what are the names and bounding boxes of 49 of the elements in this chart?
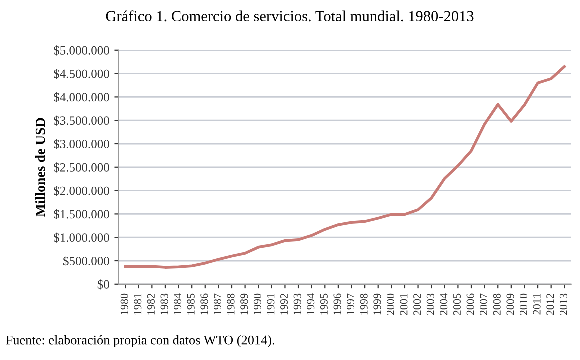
x-tick-label: 1996 bbox=[334, 294, 342, 315]
chart-title: Gráfico 1. Comercio de servicios. Total mundial. 1980-2013 bbox=[106, 10, 474, 22]
x-tick-label: 1997 bbox=[347, 294, 355, 315]
y-tick-label: $3.500.000 bbox=[54, 116, 110, 126]
x-tick-label: 2001 bbox=[400, 294, 408, 316]
y-tick-label: $0 bbox=[98, 280, 110, 290]
x-tick-label: 1988 bbox=[227, 294, 235, 315]
y-tick-label: $5.000.000 bbox=[54, 46, 110, 56]
x-tick-label: 1981 bbox=[134, 294, 142, 315]
x-tick-label: 2004 bbox=[440, 294, 448, 316]
y-tick-label: $4.000.000 bbox=[54, 92, 110, 102]
x-tick-label: 2007 bbox=[480, 294, 488, 316]
x-tick-label: 1992 bbox=[280, 294, 288, 315]
y-tick-label: $500.000 bbox=[64, 256, 110, 266]
x-tick-label: 2008 bbox=[493, 294, 501, 316]
x-tick-label: 2009 bbox=[506, 294, 514, 316]
y-tick-label: $1.500.000 bbox=[54, 209, 110, 220]
x-tick-label: 1994 bbox=[307, 294, 315, 315]
line-series bbox=[124, 65, 566, 269]
y-tick-label: $3.000.000 bbox=[54, 139, 110, 150]
x-tick-label: 2006 bbox=[466, 294, 474, 316]
x-tick-label: 1999 bbox=[374, 294, 382, 315]
x-tick-label: 1985 bbox=[187, 294, 195, 315]
x-tick-label: 2000 bbox=[386, 294, 394, 316]
source-note: Fuente: elaboración propia con datos WTO (2014). bbox=[6, 335, 275, 348]
y-axis-title: Millones de USD bbox=[35, 118, 46, 217]
x-tick-label: 1987 bbox=[214, 294, 222, 315]
x-tick-label: 2012 bbox=[546, 294, 554, 316]
x-tick-label: 2003 bbox=[426, 294, 434, 316]
x-tick-label: 1984 bbox=[174, 294, 182, 315]
x-tick-label: 2005 bbox=[453, 294, 461, 316]
x-tick-label: 1982 bbox=[147, 294, 155, 315]
y-tick-label: $1.000.000 bbox=[54, 232, 110, 243]
y-tick-label: $4.500.000 bbox=[54, 69, 110, 80]
x-tick-label: 1983 bbox=[160, 294, 168, 315]
x-tick-label: 1995 bbox=[320, 294, 328, 315]
x-tick-label: 2002 bbox=[414, 294, 422, 316]
x-tick-label: 1980 bbox=[120, 294, 128, 315]
x-tick-label: 1989 bbox=[240, 294, 248, 315]
x-tick-label: 1998 bbox=[360, 294, 368, 315]
x-tick-label: 2010 bbox=[520, 294, 528, 316]
x-tick-label: 2011 bbox=[533, 294, 541, 315]
y-tick-label: $2.000.000 bbox=[54, 186, 110, 196]
y-tick-label: $2.500.000 bbox=[54, 162, 110, 173]
x-tick-label: 1990 bbox=[254, 294, 262, 315]
x-tick-label: 1991 bbox=[267, 294, 275, 315]
x-tick-label: 1986 bbox=[200, 294, 208, 315]
x-tick-label: 1993 bbox=[294, 294, 302, 315]
x-tick-label: 2013 bbox=[560, 294, 568, 316]
